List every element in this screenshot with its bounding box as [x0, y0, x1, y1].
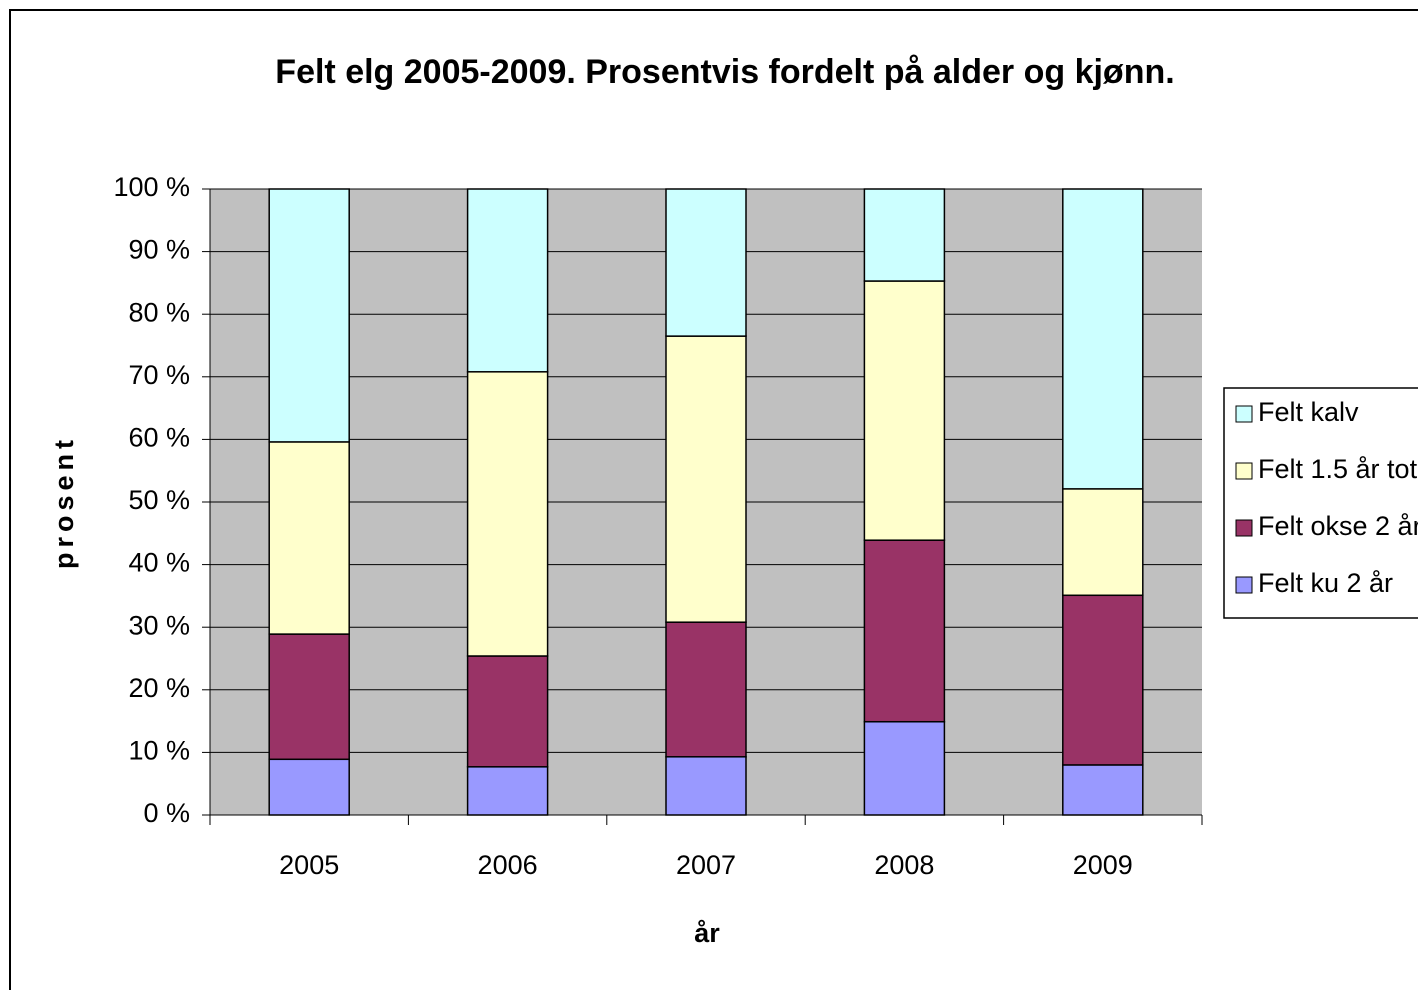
- x-tick-label: 2007: [676, 850, 736, 880]
- legend-label: Felt okse 2 år: [1258, 511, 1418, 541]
- y-axis-label: prosent: [49, 435, 79, 569]
- y-tick-label: 90 %: [128, 235, 190, 265]
- bar-segment: [268, 188, 350, 443]
- bar-segment: [1062, 594, 1144, 766]
- legend-label: Felt 1.5 år tot: [1258, 454, 1418, 484]
- bar-segment: [268, 633, 350, 761]
- x-tick-label: 2005: [279, 850, 339, 880]
- bar-segment: [863, 280, 946, 541]
- bar-segment: [466, 655, 549, 768]
- legend-box: [1223, 387, 1418, 619]
- legend-label: Felt kalv: [1258, 397, 1359, 427]
- y-tick-label: 50 %: [128, 485, 190, 515]
- legend-swatch: [1235, 462, 1253, 480]
- legend-swatch: [1235, 405, 1253, 423]
- x-axis-label: år: [694, 918, 720, 948]
- bar-segment: [665, 621, 747, 758]
- bar-segment: [863, 539, 946, 723]
- bar-segment: [1062, 488, 1144, 597]
- legend-swatch: [1235, 519, 1253, 537]
- bar-segment: [863, 188, 946, 282]
- y-tick-label: 30 %: [128, 610, 190, 640]
- legend-swatch: [1235, 576, 1253, 594]
- bar-segment: [466, 766, 549, 816]
- y-tick-label: 40 %: [128, 548, 190, 578]
- legend-label: Felt ku 2 år: [1258, 568, 1393, 598]
- bar-segment: [268, 441, 350, 635]
- bar-segment: [268, 758, 350, 816]
- x-tick-label: 2006: [478, 850, 538, 880]
- y-tick-label: 100 %: [113, 172, 190, 202]
- y-tick-label: 20 %: [128, 673, 190, 703]
- bar-segment: [665, 335, 747, 623]
- bar-segment: [665, 188, 747, 337]
- y-tick-label: 60 %: [128, 423, 190, 453]
- bar-segment: [466, 188, 549, 373]
- y-tick-label: 10 %: [128, 736, 190, 766]
- bar-segment: [863, 720, 946, 816]
- chart-title: Felt elg 2005-2009. Prosentvis fordelt p…: [275, 53, 1174, 91]
- y-tick-label: 80 %: [128, 297, 190, 327]
- bar-segment: [1062, 764, 1144, 816]
- x-tick-label: 2009: [1073, 850, 1133, 880]
- bar-segment: [665, 756, 747, 816]
- y-tick-label: 0 %: [143, 798, 190, 828]
- bar-segment: [1062, 188, 1144, 490]
- bar-segment: [466, 371, 549, 657]
- x-tick-label: 2008: [874, 850, 934, 880]
- y-tick-label: 70 %: [128, 360, 190, 390]
